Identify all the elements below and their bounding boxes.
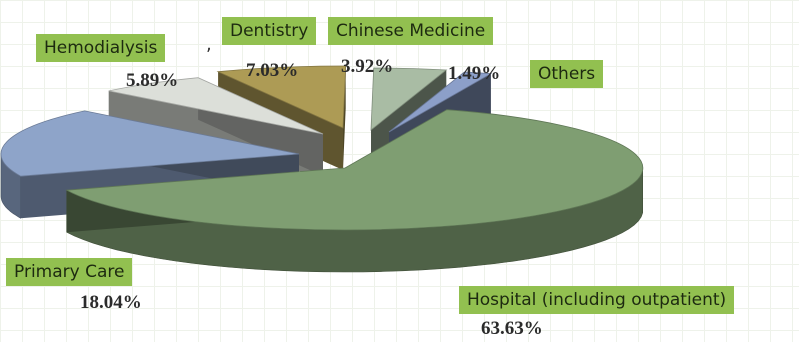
pie-slice-hemodialysis	[108, 77, 324, 135]
slice-label-hospital: Hospital (including outpatient)	[459, 286, 735, 314]
slice-value-hospital: 63.63%	[481, 318, 543, 339]
pie-slice-hospital-including-outpatient-	[65, 109, 644, 231]
pie-slice-primary-care	[0, 110, 300, 177]
pie-slice-others	[388, 71, 493, 133]
pie-tops	[0, 65, 644, 231]
slice-label-primary-care: Primary Care	[6, 258, 133, 286]
slice-label-others: Others	[530, 60, 604, 88]
slice-value-others: 1.49%	[448, 63, 501, 84]
slice-label-hemodialysis: Hemodialysis	[36, 34, 166, 62]
slice-value-chinese-medicine: 3.92%	[341, 56, 394, 77]
separator-comma: ,	[206, 34, 212, 55]
pie-cut-dentistry	[343, 66, 346, 170]
pie-slice-dentistry	[216, 65, 347, 129]
slice-value-dentistry: 7.03%	[246, 60, 299, 81]
slice-value-primary-care: 18.04%	[80, 292, 142, 313]
slice-label-dentistry: Dentistry	[222, 17, 317, 45]
pie-slice-chinese-medicine	[370, 67, 448, 131]
slice-label-chinese-medicine: Chinese Medicine	[328, 17, 494, 45]
slice-value-hemodialysis: 5.89%	[126, 70, 179, 91]
